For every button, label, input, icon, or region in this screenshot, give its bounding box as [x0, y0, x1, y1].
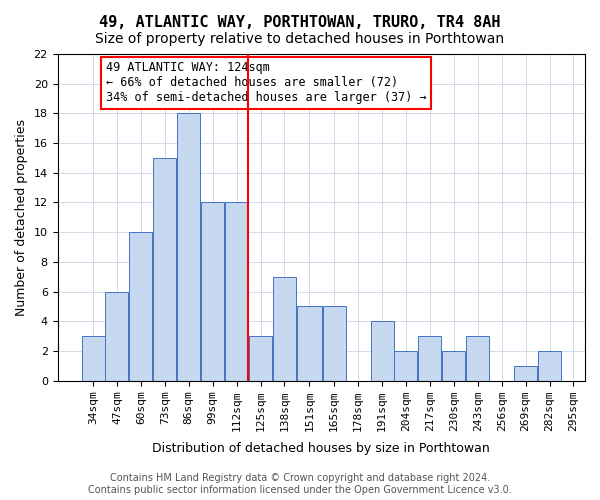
Bar: [514, 366, 537, 380]
Text: 49, ATLANTIC WAY, PORTHTOWAN, TRURO, TR4 8AH: 49, ATLANTIC WAY, PORTHTOWAN, TRURO, TR4…: [99, 15, 501, 30]
Text: 49 ATLANTIC WAY: 124sqm
← 66% of detached houses are smaller (72)
34% of semi-de: 49 ATLANTIC WAY: 124sqm ← 66% of detache…: [106, 62, 427, 104]
Text: Size of property relative to detached houses in Porthtowan: Size of property relative to detached ho…: [95, 32, 505, 46]
Bar: [442, 351, 466, 380]
Bar: [371, 322, 394, 380]
Bar: [394, 351, 418, 380]
Bar: [201, 202, 224, 380]
Bar: [297, 306, 322, 380]
Bar: [418, 336, 442, 380]
Bar: [153, 158, 176, 380]
Y-axis label: Number of detached properties: Number of detached properties: [15, 119, 28, 316]
Bar: [273, 276, 296, 380]
Bar: [323, 306, 346, 380]
Bar: [538, 351, 561, 380]
X-axis label: Distribution of detached houses by size in Porthtowan: Distribution of detached houses by size …: [152, 442, 490, 455]
Bar: [249, 336, 272, 380]
Bar: [225, 202, 248, 380]
Bar: [106, 292, 128, 380]
Bar: [82, 336, 104, 380]
Bar: [130, 232, 152, 380]
Bar: [177, 114, 200, 380]
Bar: [466, 336, 489, 380]
Text: Contains HM Land Registry data © Crown copyright and database right 2024.
Contai: Contains HM Land Registry data © Crown c…: [88, 474, 512, 495]
